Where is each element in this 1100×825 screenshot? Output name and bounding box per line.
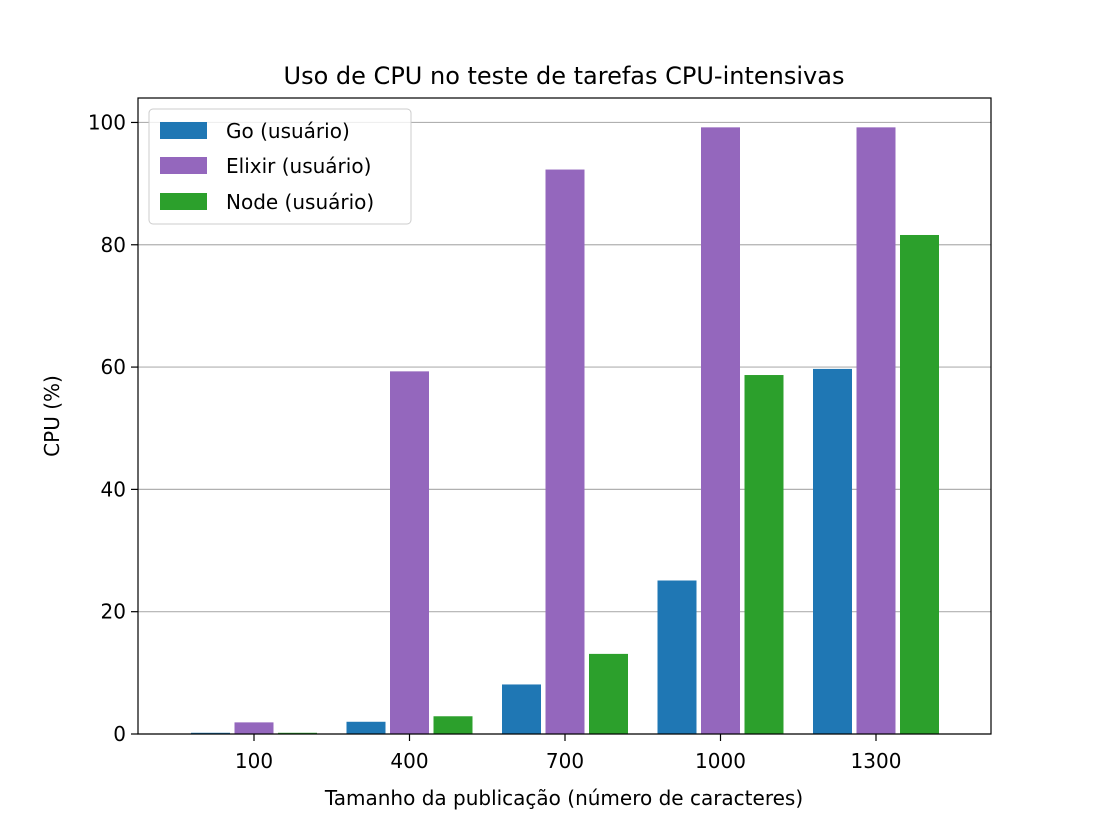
legend-swatch-node <box>160 193 207 210</box>
x-axis-label: Tamanho da publicação (número de caracte… <box>324 786 803 810</box>
bar-node-100 <box>278 732 317 734</box>
bar-go-1300 <box>813 368 852 734</box>
bars <box>191 127 939 735</box>
legend-swatch-go <box>160 122 207 139</box>
y-tick-label-80: 80 <box>101 233 126 257</box>
legend-frame <box>148 108 412 225</box>
y-tick-label-0: 0 <box>113 722 126 746</box>
y-tick-label-40: 40 <box>101 477 126 501</box>
x-tick-label-700: 700 <box>546 749 584 773</box>
bar-node-1300 <box>900 234 939 734</box>
legend-swatch-elixir <box>160 157 207 174</box>
chart-title: Uso de CPU no teste de tarefas CPU-inten… <box>284 62 845 90</box>
bar-go-400 <box>346 721 386 734</box>
bar-elixir-1300 <box>856 127 896 735</box>
axes: 0 20 40 60 80 100 100 400 700 1000 1300 <box>88 110 902 773</box>
bar-go-700 <box>502 684 541 734</box>
bar-node-1000 <box>744 375 784 734</box>
x-tick-label-400: 400 <box>390 749 428 773</box>
legend-label-node: Node (usuário) <box>226 190 374 214</box>
x-tick-label-1300: 1300 <box>851 749 902 773</box>
bar-elixir-700 <box>545 169 585 735</box>
bar-elixir-100 <box>234 722 274 734</box>
bar-go-1000 <box>657 580 697 734</box>
bar-node-400 <box>433 716 473 734</box>
y-tick-label-20: 20 <box>101 600 126 624</box>
y-tick-label-100: 100 <box>88 110 126 134</box>
y-tick-label-60: 60 <box>101 355 126 379</box>
legend-label-go: Go (usuário) <box>226 119 350 143</box>
x-tick-label-100: 100 <box>235 749 273 773</box>
bar-elixir-400 <box>390 371 429 734</box>
legend-label-elixir: Elixir (usuário) <box>226 154 371 178</box>
bar-elixir-1000 <box>701 127 740 735</box>
bar-go-100 <box>191 732 230 734</box>
legend: Go (usuário) Elixir (usuário) Node (usuá… <box>148 108 412 225</box>
bar-node-700 <box>589 653 628 734</box>
y-axis-label: CPU (%) <box>40 375 64 457</box>
x-tick-label-1000: 1000 <box>695 749 746 773</box>
